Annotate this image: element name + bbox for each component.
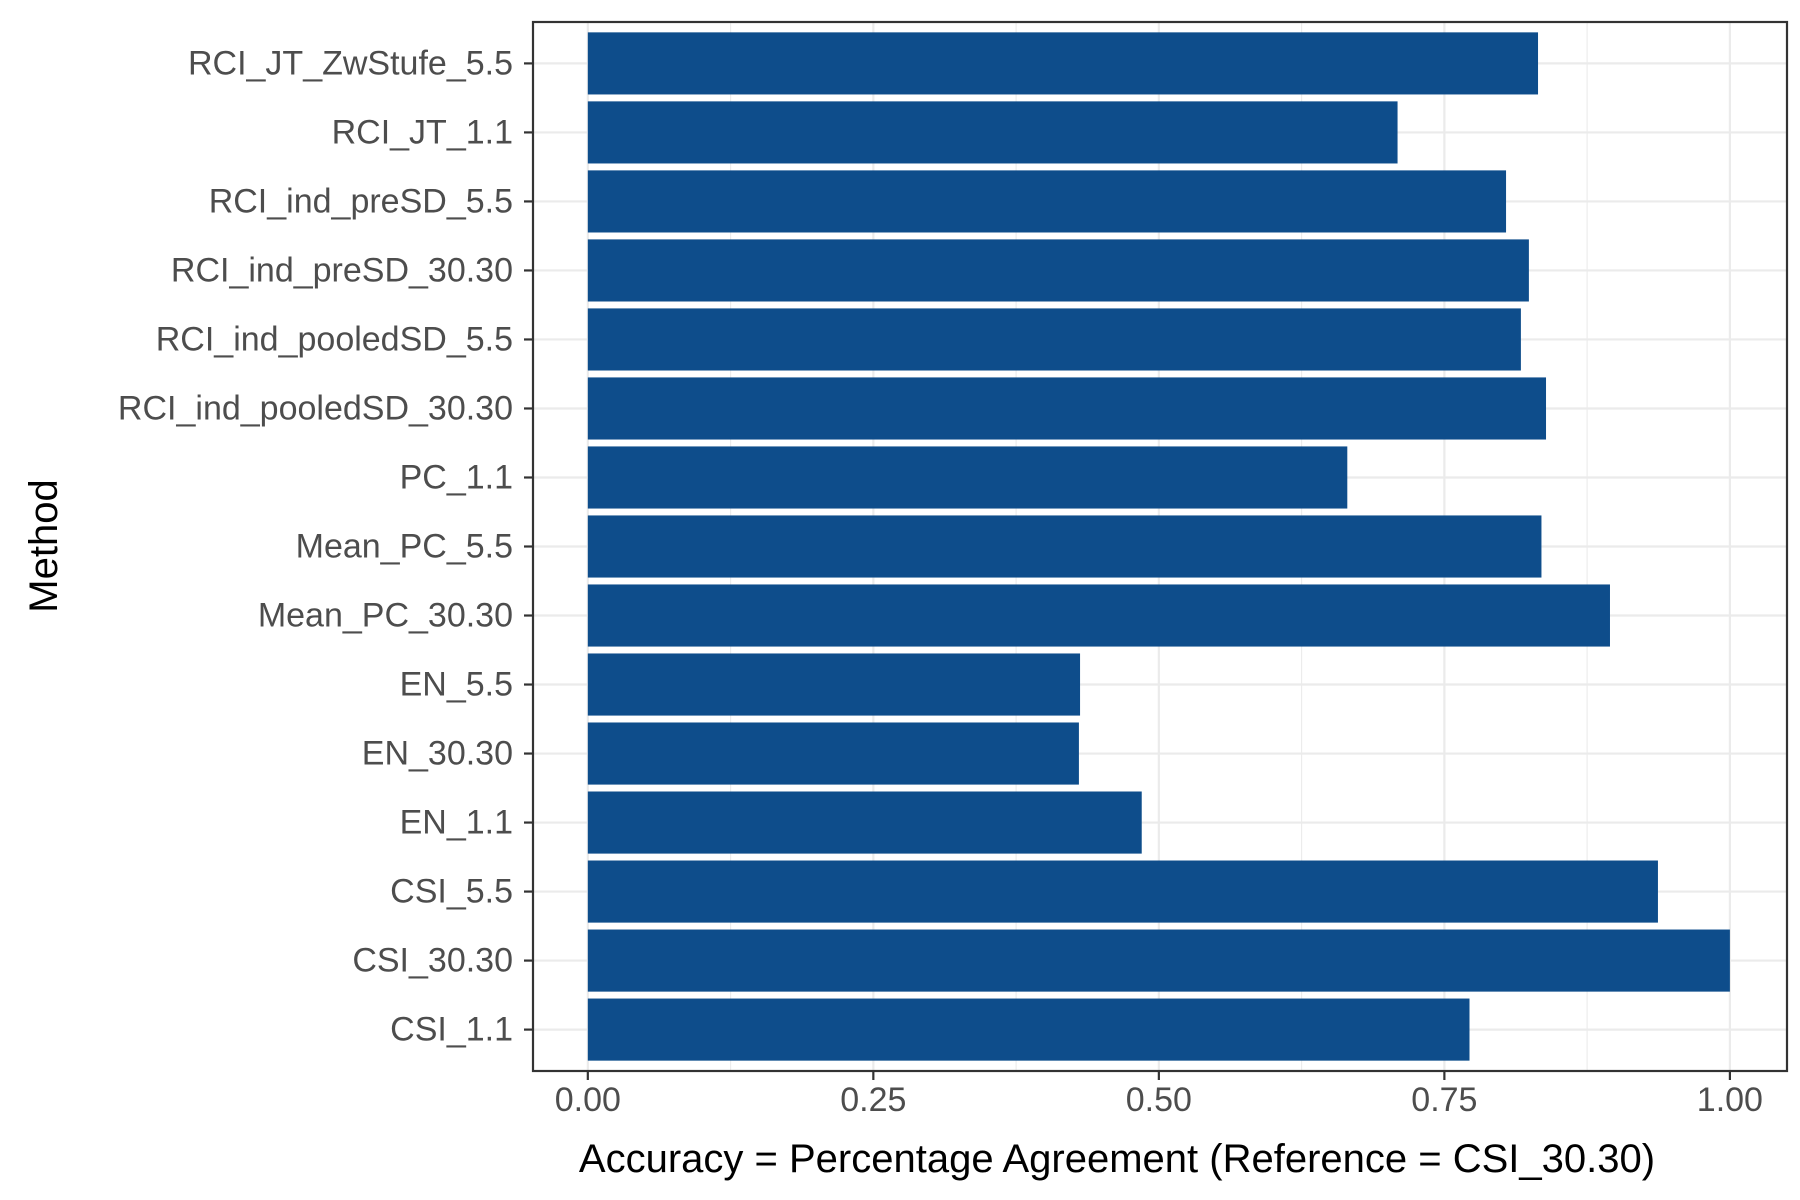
y-tick-label: Mean_PC_5.5 (296, 528, 513, 566)
x-axis-title: Accuracy = Percentage Agreement (Referen… (579, 1137, 1655, 1181)
y-tick-label: RCI_JT_ZwStufe_5.5 (188, 44, 513, 82)
bar-RCI_ind_pooledSD_5.5 (587, 308, 1521, 371)
bar-RCI_JT_1.1 (587, 101, 1398, 164)
y-tick-label: EN_30.30 (362, 735, 513, 773)
bar-EN_5.5 (587, 653, 1081, 716)
x-tick-label: 0.50 (1126, 1081, 1192, 1119)
x-tick-label: 0.25 (840, 1081, 906, 1119)
y-tick-label: RCI_ind_preSD_5.5 (209, 182, 513, 220)
y-axis-title: Method (22, 479, 66, 612)
x-tick-label: 1.00 (1697, 1081, 1763, 1119)
bar-CSI_1.1 (587, 998, 1470, 1061)
bar-RCI_ind_preSD_5.5 (587, 170, 1507, 233)
bars (587, 32, 1730, 1061)
y-tick-label: CSI_30.30 (352, 942, 513, 980)
bar-Mean_PC_30.30 (587, 584, 1610, 647)
bar-RCI_JT_ZwStufe_5.5 (587, 32, 1539, 95)
y-tick-label: RCI_JT_1.1 (332, 113, 513, 151)
bar-PC_1.1 (587, 446, 1348, 509)
bar-RCI_ind_pooledSD_30.30 (587, 377, 1547, 440)
x-tick-label: 0.00 (555, 1081, 621, 1119)
bar-Mean_PC_5.5 (587, 515, 1542, 578)
y-tick-label: EN_1.1 (400, 804, 513, 842)
bar-EN_1.1 (587, 791, 1142, 854)
bar-CSI_30.30 (587, 929, 1730, 992)
y-tick-label: EN_5.5 (400, 666, 513, 704)
y-tick-label: Mean_PC_30.30 (258, 597, 513, 635)
bar-CSI_5.5 (587, 860, 1658, 923)
y-tick-label: RCI_ind_preSD_30.30 (171, 251, 513, 289)
bar-EN_30.30 (587, 722, 1079, 785)
y-tick-label: PC_1.1 (400, 458, 513, 496)
y-tick-label: CSI_5.5 (390, 873, 513, 911)
bar-RCI_ind_preSD_30.30 (587, 239, 1529, 302)
x-axis: 0.00 0.25 0.50 0.75 1.00 (555, 1071, 1763, 1119)
x-tick-label: 0.75 (1411, 1081, 1477, 1119)
y-tick-label: CSI_1.1 (390, 1011, 513, 1049)
y-axis: RCI_JT_ZwStufe_5.5 RCI_JT_1.1 RCI_ind_preS… (118, 44, 533, 1049)
y-tick-label: RCI_ind_pooledSD_5.5 (156, 320, 513, 358)
y-tick-label: RCI_ind_pooledSD_30.30 (118, 389, 513, 427)
